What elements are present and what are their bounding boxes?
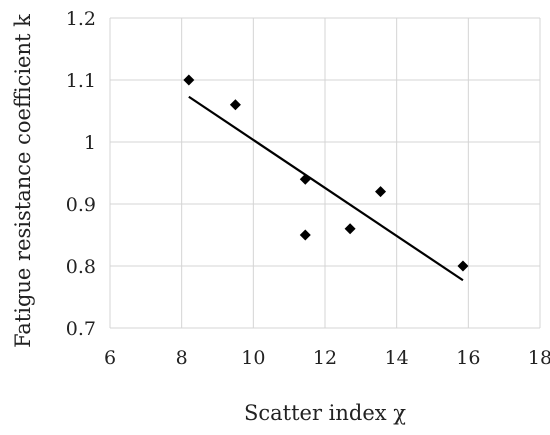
x-axis-tick-labels: 6 8 10 12 14 16 18 xyxy=(104,347,550,369)
data-point xyxy=(457,260,469,272)
x-tick-label: 8 xyxy=(176,347,188,369)
y-tick-label: 0.8 xyxy=(66,256,96,278)
x-tick-label: 18 xyxy=(528,347,550,369)
data-point xyxy=(299,173,311,185)
data-point xyxy=(183,74,195,86)
data-point xyxy=(344,223,356,235)
y-axis-label: Fatigue resistance coefficient k xyxy=(11,14,35,348)
data-points xyxy=(183,74,469,272)
x-tick-label: 12 xyxy=(313,347,337,369)
x-tick-label: 6 xyxy=(104,347,116,369)
y-tick-label: 1.2 xyxy=(66,8,96,30)
data-point xyxy=(229,99,241,111)
trend-line xyxy=(188,95,464,282)
y-axis-tick-labels: 0.7 0.8 0.9 1 1.1 1.2 xyxy=(66,8,96,340)
y-tick-label: 1.1 xyxy=(66,70,96,92)
x-tick-label: 10 xyxy=(241,347,265,369)
y-tick-label: 0.9 xyxy=(66,194,96,216)
y-tick-label: 0.7 xyxy=(66,318,96,340)
x-tick-label: 14 xyxy=(385,347,409,369)
x-axis-label: Scatter index χ xyxy=(244,401,406,425)
data-point xyxy=(375,186,387,198)
data-point xyxy=(299,229,311,241)
grid xyxy=(109,17,541,329)
y-tick-label: 1 xyxy=(84,132,96,154)
x-tick-label: 16 xyxy=(456,347,480,369)
